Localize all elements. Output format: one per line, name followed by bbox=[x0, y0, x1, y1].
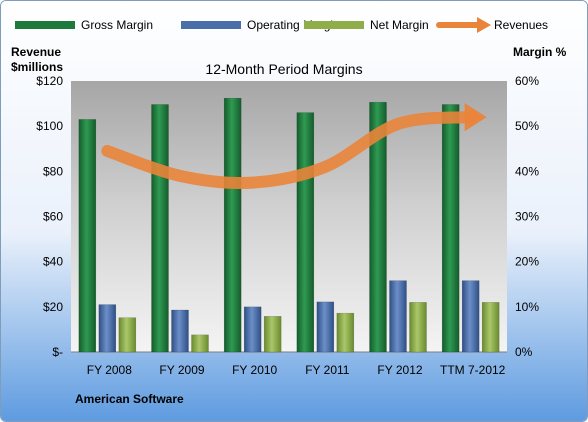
legend-label-gross-margin: Gross Margin bbox=[81, 18, 153, 32]
left-tick-label: $- bbox=[52, 345, 63, 359]
right-axis-title: Margin % bbox=[513, 45, 567, 59]
left-axis-title-line1: Revenue bbox=[11, 45, 61, 59]
net-margin-bar bbox=[191, 334, 209, 353]
left-tick-label: $40 bbox=[43, 255, 63, 269]
gross-margin-bar bbox=[223, 97, 242, 353]
legend-label-revenues: Revenues bbox=[494, 18, 548, 32]
company-name: American Software bbox=[75, 392, 184, 406]
net-margin-bar bbox=[336, 312, 355, 353]
left-tick-label: $80 bbox=[43, 164, 63, 178]
x-tick-label: FY 2010 bbox=[232, 363, 277, 377]
legend-swatch-gross-margin bbox=[15, 21, 75, 29]
revenues-line bbox=[101, 103, 487, 189]
revenues-line-path bbox=[101, 111, 477, 189]
operating-margin-bar bbox=[389, 280, 407, 353]
operating-margin-bar bbox=[316, 301, 335, 353]
x-axis-ticks: FY 2008 FY 2009 FY 2010 FY 2011 FY 2012 TTM 7… bbox=[87, 363, 506, 377]
legend-arrow-revenues bbox=[477, 17, 491, 33]
chart-title: 12-Month Period Margins bbox=[205, 61, 362, 77]
net-margin-bar bbox=[481, 302, 500, 353]
legend-swatch-operating-margin bbox=[181, 21, 241, 29]
left-axis-ticks: $- $20 $40 $60 $80 $100 $120 bbox=[36, 74, 63, 359]
left-tick-label: $120 bbox=[36, 74, 63, 88]
right-tick-label: 20% bbox=[515, 255, 539, 269]
operating-margin-bar bbox=[243, 306, 262, 353]
x-tick-label: FY 2012 bbox=[377, 363, 422, 377]
net-margin-bar bbox=[409, 302, 427, 353]
operating-margin-bar bbox=[98, 304, 117, 353]
x-tick-label: FY 2008 bbox=[87, 363, 132, 377]
gross-margin-bar bbox=[369, 101, 387, 353]
net-margin-bar bbox=[263, 316, 282, 353]
net-margin-bar bbox=[118, 317, 137, 353]
legend-swatch-net-margin bbox=[304, 21, 364, 29]
gross-margin-bar bbox=[151, 104, 169, 353]
right-tick-label: 10% bbox=[515, 300, 539, 314]
x-tick-label: TTM 7-2012 bbox=[440, 363, 506, 377]
right-tick-label: 50% bbox=[515, 119, 539, 133]
gross-margin-bar bbox=[78, 119, 97, 353]
left-tick-label: $20 bbox=[43, 300, 63, 314]
left-tick-label: $60 bbox=[43, 210, 63, 224]
gross-margin-bar bbox=[296, 112, 315, 353]
right-tick-label: 60% bbox=[515, 74, 539, 88]
right-tick-label: 30% bbox=[515, 210, 539, 224]
revenues-arrowhead bbox=[464, 103, 487, 132]
legend: Gross Margin Operating Margin Net Margin… bbox=[15, 17, 548, 33]
operating-margin-bar bbox=[171, 309, 189, 353]
right-axis-ticks: 0% 10% 20% 30% 40% 50% 60% bbox=[515, 74, 539, 359]
legend-label-net-margin: Net Margin bbox=[370, 18, 429, 32]
right-tick-label: 0% bbox=[515, 345, 533, 359]
operating-margin-bar bbox=[461, 280, 480, 353]
left-axis-title-line2: $millions bbox=[11, 60, 63, 74]
right-tick-label: 40% bbox=[515, 164, 539, 178]
gross-margin-bar bbox=[441, 104, 460, 353]
x-tick-label: FY 2009 bbox=[159, 363, 204, 377]
x-tick-label: FY 2011 bbox=[305, 363, 350, 377]
plot-area bbox=[71, 81, 507, 352]
left-tick-label: $100 bbox=[36, 119, 63, 133]
bar-series bbox=[78, 97, 500, 353]
